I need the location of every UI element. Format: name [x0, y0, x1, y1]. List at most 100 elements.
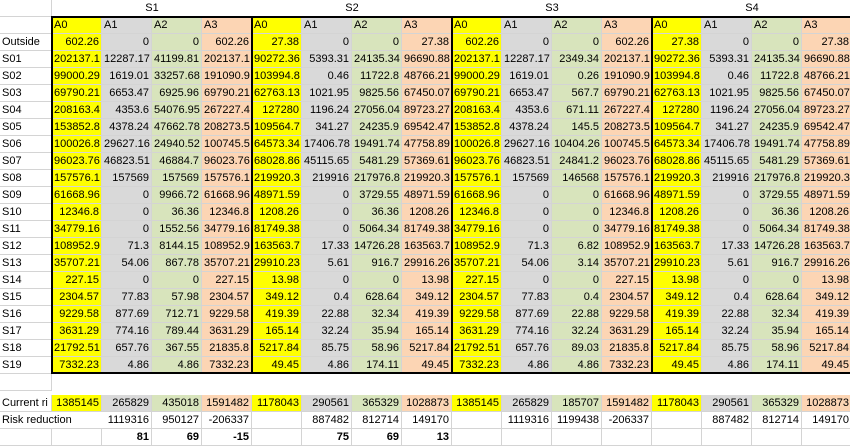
data-cell[interactable]: 419.39 — [802, 306, 850, 323]
data-cell[interactable]: 13.98 — [252, 272, 302, 289]
data-cell[interactable]: 157576.1 — [52, 170, 102, 187]
data-cell[interactable]: 4.86 — [302, 357, 352, 374]
data-cell[interactable]: 6.82 — [552, 238, 602, 255]
data-cell[interactable]: 227.15 — [452, 272, 502, 289]
data-cell[interactable]: 208163.4 — [452, 102, 502, 119]
data-cell[interactable]: 48971.59 — [652, 187, 702, 204]
data-cell[interactable]: 202137.1 — [202, 51, 252, 68]
percent-cell[interactable]: 75 — [302, 429, 352, 446]
data-cell[interactable]: 64573.34 — [252, 136, 302, 153]
data-cell[interactable]: 0 — [152, 34, 202, 51]
data-cell[interactable]: 3.14 — [552, 255, 602, 272]
data-cell[interactable]: 54.06 — [102, 255, 152, 272]
data-cell[interactable]: 71.3 — [102, 238, 152, 255]
risk-reduction-cell[interactable]: 950127 — [152, 412, 202, 429]
data-cell[interactable]: 21792.51 — [52, 340, 102, 357]
data-cell[interactable]: 219916 — [302, 170, 352, 187]
row-label[interactable]: S12 — [0, 238, 52, 255]
data-cell[interactable]: 46823.51 — [502, 153, 552, 170]
data-cell[interactable]: 657.76 — [502, 340, 552, 357]
current-risk-cell[interactable]: 1028873 — [402, 395, 452, 412]
data-cell[interactable]: 0 — [552, 187, 602, 204]
risk-reduction-cell[interactable] — [252, 412, 302, 429]
data-cell[interactable]: 61668.96 — [452, 187, 502, 204]
data-cell[interactable]: 217976.8 — [352, 170, 402, 187]
data-cell[interactable]: 4.86 — [152, 357, 202, 374]
data-cell[interactable]: 157569 — [152, 170, 202, 187]
data-cell[interactable]: 5064.34 — [752, 221, 802, 238]
current-risk-cell[interactable]: 435018 — [152, 395, 202, 412]
percent-label[interactable] — [0, 429, 52, 446]
data-cell[interactable]: 2349.34 — [552, 51, 602, 68]
data-cell[interactable]: 0 — [552, 272, 602, 289]
data-cell[interactable]: 0 — [552, 221, 602, 238]
data-cell[interactable]: 1208.26 — [402, 204, 452, 221]
current-risk-cell[interactable]: 1385145 — [52, 395, 102, 412]
data-cell[interactable]: 64573.34 — [652, 136, 702, 153]
data-cell[interactable]: 100026.8 — [52, 136, 102, 153]
data-cell[interactable]: 47662.78 — [152, 119, 202, 136]
data-cell[interactable]: 45115.65 — [702, 153, 752, 170]
data-cell[interactable]: 49.45 — [652, 357, 702, 374]
data-cell[interactable]: 1196.24 — [702, 102, 752, 119]
data-cell[interactable]: 349.12 — [802, 289, 850, 306]
data-cell[interactable]: 99000.29 — [452, 68, 502, 85]
percent-cell[interactable] — [802, 429, 850, 446]
group-header-s4[interactable]: S4 — [652, 0, 850, 17]
row-label[interactable]: Outside — [0, 34, 52, 51]
data-cell[interactable]: 10404.26 — [552, 136, 602, 153]
data-cell[interactable]: 0 — [502, 221, 552, 238]
data-cell[interactable]: 2304.57 — [452, 289, 502, 306]
data-cell[interactable]: 77.83 — [502, 289, 552, 306]
data-cell[interactable]: 36.36 — [152, 204, 202, 221]
data-cell[interactable]: 32.34 — [352, 306, 402, 323]
data-cell[interactable]: 54076.95 — [152, 102, 202, 119]
data-cell[interactable]: 0 — [702, 34, 752, 51]
percent-cell[interactable]: 81 — [102, 429, 152, 446]
data-cell[interactable]: 14726.28 — [352, 238, 402, 255]
col-header-a1[interactable]: A1 — [302, 17, 352, 34]
data-cell[interactable]: 7332.23 — [202, 357, 252, 374]
data-cell[interactable]: 57369.61 — [802, 153, 850, 170]
data-cell[interactable]: 89723.27 — [802, 102, 850, 119]
group-header-s3[interactable]: S3 — [452, 0, 652, 17]
data-cell[interactable]: 219920.3 — [652, 170, 702, 187]
data-cell[interactable]: 96690.88 — [402, 51, 452, 68]
percent-cell[interactable] — [502, 429, 552, 446]
data-cell[interactable]: 712.71 — [152, 306, 202, 323]
data-cell[interactable]: 1619.01 — [102, 68, 152, 85]
data-cell[interactable]: 0.46 — [302, 68, 352, 85]
row-label[interactable]: S10 — [0, 204, 52, 221]
data-cell[interactable]: 29910.23 — [252, 255, 302, 272]
risk-reduction-cell[interactable]: 149170 — [802, 412, 850, 429]
data-cell[interactable]: 62763.13 — [652, 85, 702, 102]
data-cell[interactable]: 12346.8 — [202, 204, 252, 221]
data-cell[interactable]: 163563.7 — [402, 238, 452, 255]
data-cell[interactable]: 33257.68 — [152, 68, 202, 85]
current-risk-cell[interactable]: 290561 — [702, 395, 752, 412]
data-cell[interactable]: 100745.5 — [602, 136, 652, 153]
data-cell[interactable]: 29627.16 — [502, 136, 552, 153]
data-cell[interactable]: 0 — [702, 204, 752, 221]
data-cell[interactable]: 100745.5 — [202, 136, 252, 153]
data-cell[interactable]: 103994.8 — [652, 68, 702, 85]
data-cell[interactable]: 5393.31 — [702, 51, 752, 68]
row-label[interactable]: S15 — [0, 289, 52, 306]
data-cell[interactable]: 9966.72 — [152, 187, 202, 204]
data-cell[interactable]: 27056.04 — [752, 102, 802, 119]
data-cell[interactable]: 657.76 — [102, 340, 152, 357]
data-cell[interactable]: 5481.29 — [752, 153, 802, 170]
data-cell[interactable]: 81749.38 — [402, 221, 452, 238]
data-cell[interactable]: 602.26 — [52, 34, 102, 51]
data-cell[interactable]: 146568 — [552, 170, 602, 187]
data-cell[interactable]: 174.11 — [352, 357, 402, 374]
data-cell[interactable]: 29910.23 — [652, 255, 702, 272]
data-cell[interactable]: 789.44 — [152, 323, 202, 340]
data-cell[interactable]: 419.39 — [652, 306, 702, 323]
data-cell[interactable]: 13.98 — [402, 272, 452, 289]
data-cell[interactable]: 68028.86 — [652, 153, 702, 170]
data-cell[interactable]: 5481.29 — [352, 153, 402, 170]
data-cell[interactable]: 36.36 — [752, 204, 802, 221]
data-cell[interactable]: 267227.4 — [602, 102, 652, 119]
data-cell[interactable]: 1552.56 — [152, 221, 202, 238]
